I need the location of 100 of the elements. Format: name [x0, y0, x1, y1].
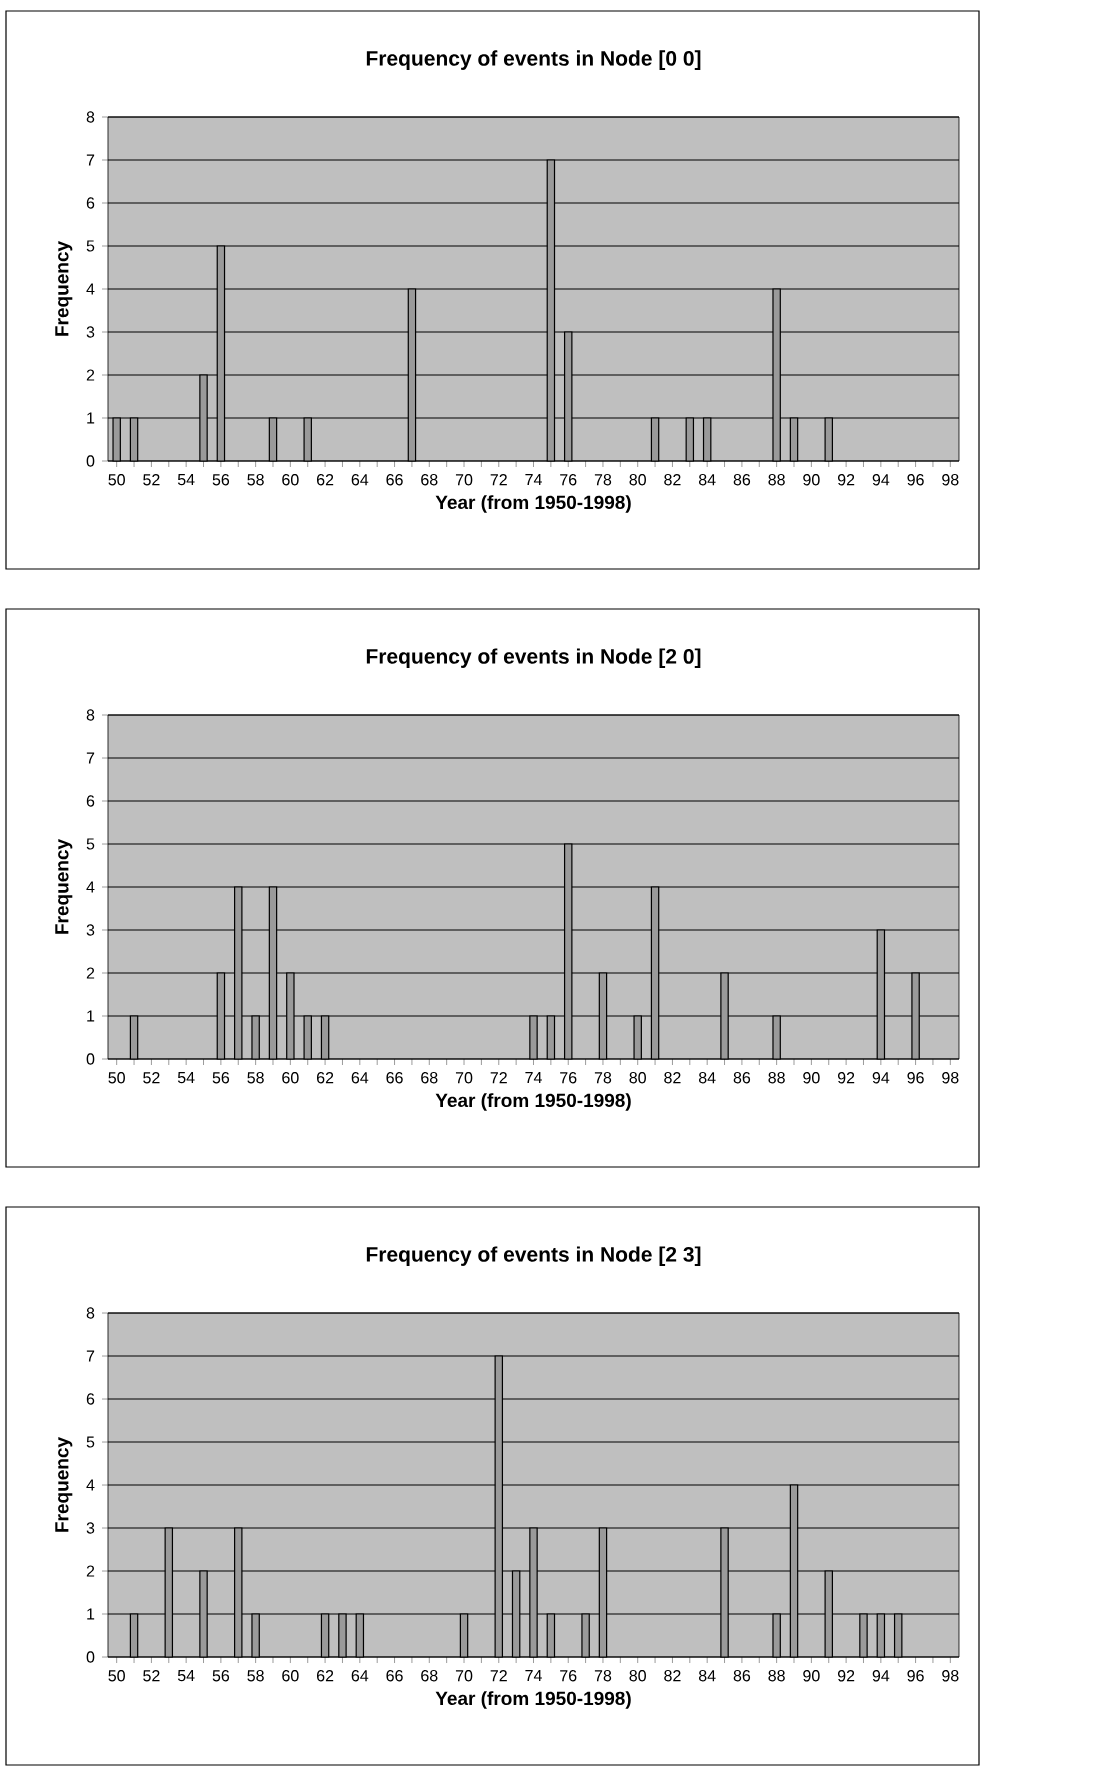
- x-tick-label: 98: [942, 474, 959, 486]
- y-tick-label: 0: [86, 1053, 95, 1065]
- y-tick-label: 2: [86, 1565, 95, 1577]
- x-tick-label: 90: [803, 1670, 820, 1682]
- x-tick-label: 84: [698, 1072, 716, 1084]
- x-tick-label: 70: [455, 1072, 473, 1084]
- y-tick-label: 3: [86, 1522, 95, 1534]
- y-axis-title: Frequency: [55, 241, 73, 336]
- x-tick-label: 78: [594, 1072, 612, 1084]
- y-axis-title: Frequency: [55, 839, 73, 934]
- x-tick-label: 64: [351, 1072, 369, 1084]
- y-tick-label: 0: [86, 1651, 95, 1663]
- x-tick-label: 80: [629, 1072, 646, 1084]
- x-tick-label: 76: [560, 1670, 577, 1682]
- x-tick-label: 90: [803, 1072, 820, 1084]
- y-tick-label: 3: [86, 326, 95, 338]
- y-tick-label: 5: [86, 838, 95, 850]
- y-tick-label: 4: [86, 881, 95, 893]
- x-tick-label: 78: [594, 1670, 612, 1682]
- x-tick-label: 78: [594, 474, 612, 486]
- x-tick-label: 68: [421, 474, 438, 486]
- y-tick-label: 4: [86, 283, 95, 295]
- x-tick-label: 94: [872, 1072, 890, 1084]
- x-tick-label: 66: [386, 474, 403, 486]
- y-tick-label: 1: [87, 1608, 95, 1620]
- y-tick-label: 7: [86, 1350, 95, 1362]
- x-tick-label: 80: [629, 1670, 646, 1682]
- x-tick-label: 96: [907, 1670, 924, 1682]
- x-tick-label: 84: [698, 1670, 716, 1682]
- x-tick-label: 66: [386, 1072, 403, 1084]
- x-tick-label: 50: [108, 1670, 125, 1682]
- y-tick-label: 7: [86, 154, 95, 166]
- y-tick-label: 5: [86, 1436, 95, 1448]
- x-tick-label: 96: [907, 1072, 924, 1084]
- x-tick-label: 68: [421, 1670, 438, 1682]
- y-tick-label: 1: [87, 1010, 95, 1022]
- y-tick-label: 4: [86, 1479, 95, 1491]
- y-tick-label: 8: [86, 111, 95, 123]
- x-tick-label: 50: [108, 1072, 125, 1084]
- x-tick-label: 88: [768, 474, 785, 486]
- chart-title: Frequency of events in Node [0 0]: [366, 50, 701, 70]
- y-tick-label: 2: [86, 967, 95, 979]
- x-tick-label: 56: [212, 1670, 230, 1682]
- x-tick-label: 54: [177, 1670, 195, 1682]
- x-tick-label: 60: [282, 1072, 299, 1084]
- x-tick-label: 64: [351, 474, 369, 486]
- y-tick-label: 8: [86, 1307, 95, 1319]
- x-tick-label: 72: [490, 1072, 507, 1084]
- x-tick-label: 86: [733, 1670, 751, 1682]
- x-tick-label: 74: [525, 1670, 542, 1682]
- y-tick-label: 6: [86, 795, 95, 807]
- y-tick-label: 0: [86, 455, 95, 467]
- x-tick-label: 74: [525, 1072, 542, 1084]
- x-tick-label: 86: [733, 1072, 751, 1084]
- x-tick-label: 98: [942, 1670, 959, 1682]
- x-tick-label: 62: [317, 474, 334, 486]
- x-tick-label: 52: [143, 474, 160, 486]
- x-tick-label: 82: [664, 1670, 681, 1682]
- x-tick-label: 50: [108, 474, 125, 486]
- y-tick-label: 6: [86, 1393, 95, 1405]
- x-tick-label: 62: [317, 1072, 334, 1084]
- y-axis-title: Frequency: [55, 1437, 73, 1532]
- chart-title: Frequency of events in Node [2 0]: [366, 648, 701, 668]
- x-tick-label: 86: [733, 474, 751, 486]
- x-tick-label: 60: [282, 474, 299, 486]
- x-tick-label: 82: [664, 474, 681, 486]
- x-tick-label: 52: [143, 1670, 160, 1682]
- x-tick-label: 58: [247, 1072, 264, 1084]
- x-tick-label: 76: [560, 474, 577, 486]
- x-tick-label: 68: [421, 1072, 438, 1084]
- x-axis-title: Year (from 1950-1998): [435, 1093, 631, 1111]
- x-tick-label: 70: [455, 474, 473, 486]
- chart-title: Frequency of events in Node [2 3]: [366, 1246, 701, 1266]
- x-tick-label: 94: [872, 474, 890, 486]
- x-tick-label: 62: [317, 1670, 334, 1682]
- x-tick-label: 82: [664, 1072, 681, 1084]
- y-tick-label: 3: [86, 924, 95, 936]
- y-tick-label: 7: [86, 752, 95, 764]
- x-tick-label: 88: [768, 1072, 785, 1084]
- x-tick-label: 64: [351, 1670, 369, 1682]
- x-axis-title: Year (from 1950-1998): [435, 495, 631, 513]
- x-tick-label: 92: [837, 1670, 855, 1682]
- x-tick-label: 92: [837, 474, 855, 486]
- x-tick-label: 54: [177, 474, 195, 486]
- x-tick-label: 58: [247, 1670, 264, 1682]
- x-tick-label: 76: [560, 1072, 577, 1084]
- x-tick-label: 56: [212, 474, 230, 486]
- x-tick-label: 56: [212, 1072, 230, 1084]
- y-tick-label: 5: [86, 240, 95, 252]
- x-tick-label: 54: [177, 1072, 195, 1084]
- x-axis-title: Year (from 1950-1998): [435, 1691, 631, 1709]
- x-tick-label: 90: [803, 474, 820, 486]
- x-tick-label: 92: [837, 1072, 855, 1084]
- x-tick-label: 96: [907, 474, 924, 486]
- x-tick-label: 66: [386, 1670, 403, 1682]
- x-tick-label: 72: [490, 1670, 507, 1682]
- x-tick-label: 58: [247, 474, 264, 486]
- x-tick-label: 52: [143, 1072, 160, 1084]
- y-tick-label: 2: [86, 369, 95, 381]
- x-tick-label: 94: [872, 1670, 890, 1682]
